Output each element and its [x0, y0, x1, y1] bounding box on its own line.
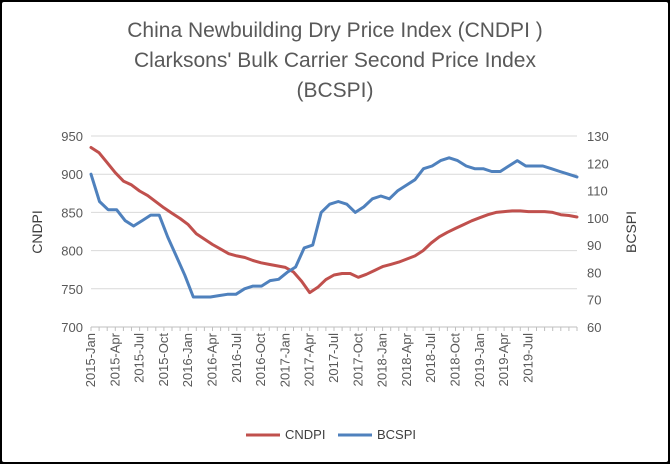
y-right-tick-label: 60: [587, 320, 601, 335]
x-tick-label: 2018-Oct: [448, 333, 463, 387]
y-right-axis-title: BCSPI: [623, 211, 639, 253]
x-tick-label: 2016-Apr: [205, 332, 220, 386]
y-right-tick-label: 70: [587, 293, 601, 308]
y-right-tick-label: 80: [587, 265, 601, 280]
legend-label-bcspi: BCSPI: [377, 427, 416, 442]
x-tick-label: 2019-Jul: [520, 333, 535, 383]
series-lines: [89, 146, 579, 299]
x-tick-label: 2018-Apr: [399, 332, 414, 386]
y-left-ticks: 700 750 800 850 900 950: [61, 129, 83, 335]
series-line-bcspi: [89, 156, 579, 299]
series-line-cndpi: [89, 146, 579, 295]
x-tick-label: 2017-Apr: [302, 332, 317, 386]
x-tick-label: 2016-Oct: [253, 333, 268, 387]
y-left-tick-label: 850: [61, 205, 83, 220]
y-left-axis-title: CNDPI: [29, 210, 45, 254]
y-left-tick-label: 750: [61, 282, 83, 297]
x-tick-label: 2015-Jul: [132, 333, 147, 383]
x-ticks: 2015-Jan 2015-Apr 2015-Jul 2015-Oct 2016-Jan…: [83, 332, 535, 387]
x-tick-label: 2015-Apr: [107, 332, 122, 386]
x-tick-label: 2017-Jul: [326, 333, 341, 383]
grid-lines: [91, 135, 577, 290]
y-left-tick-label: 950: [61, 129, 83, 144]
x-tick-label: 2016-Jul: [229, 333, 244, 383]
y-right-tick-label: 100: [587, 211, 609, 226]
x-tick-label: 2019-Apr: [496, 332, 511, 386]
x-tick-label: 2017-Jan: [277, 333, 292, 387]
y-left-tick-label: 900: [61, 167, 83, 182]
y-right-ticks: 60 70 80 90 100 110 120 130: [587, 129, 609, 335]
x-tick-label: 2015-Jan: [83, 333, 98, 387]
x-tick-label: 2016-Jan: [180, 333, 195, 387]
x-tick-label: 2017-Oct: [350, 333, 365, 387]
y-left-tick-label: 700: [61, 320, 83, 335]
legend: CNDPI BCSPI: [246, 427, 416, 442]
y-right-tick-label: 120: [587, 156, 609, 171]
chart-title-line-3: (BCSPI): [296, 79, 374, 102]
axes: [90, 326, 578, 331]
x-tick-label: 2018-Jan: [375, 333, 390, 387]
y-left-tick-label: 800: [61, 244, 83, 259]
chart-title-line-2: Clarksons' Bulk Carrier Second Price Ind…: [133, 49, 536, 72]
chart-title: China Newbuilding Dry Price Index (CNDPI…: [2, 16, 668, 106]
x-tick-label: 2018-Jul: [423, 333, 438, 383]
x-tick-label: 2019-Jan: [472, 333, 487, 387]
legend-label-cndpi: CNDPI: [285, 427, 325, 442]
y-right-tick-label: 90: [587, 238, 601, 253]
y-right-tick-label: 110: [587, 184, 608, 199]
x-tick-label: 2015-Oct: [156, 333, 171, 387]
chart-title-line-1: China Newbuilding Dry Price Index (CNDPI…: [127, 19, 543, 42]
y-right-tick-label: 130: [587, 129, 609, 144]
